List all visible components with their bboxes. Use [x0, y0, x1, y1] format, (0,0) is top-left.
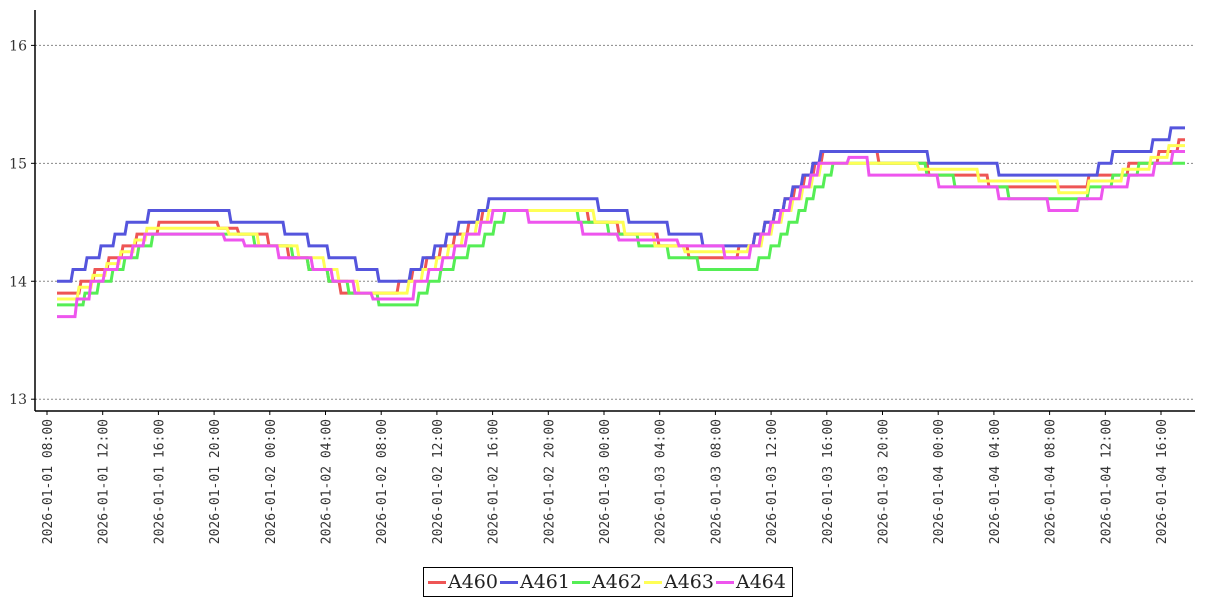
x-tick-label: 2026-01-02 04:00	[320, 419, 335, 544]
legend-item: A462	[572, 571, 642, 593]
legend-swatch	[572, 580, 590, 584]
x-tick-label: 2026-01-03 16:00	[821, 419, 836, 544]
x-tick-label: 2026-01-04 16:00	[1155, 419, 1170, 544]
y-tick-labels: 13 14 15 16	[9, 38, 27, 408]
gridlines	[35, 44, 1195, 400]
x-tick-labels: 2026-01-01 08:00 2026-01-01 12:00 2026-01-…	[41, 419, 1170, 544]
series-line-a460	[57, 138, 1185, 295]
x-tick-label: 2026-01-01 20:00	[208, 419, 223, 544]
series-line-a461	[57, 126, 1185, 283]
y-tick-label: 16	[9, 38, 27, 54]
x-tick-label: 2026-01-02 08:00	[375, 419, 390, 544]
x-tick-label: 2026-01-02 16:00	[487, 419, 502, 544]
y-tick-label: 14	[9, 274, 27, 290]
y-tick-label: 15	[9, 156, 27, 172]
x-tick-label: 2026-01-03 12:00	[765, 419, 780, 544]
y-tick-label: 13	[9, 392, 27, 408]
x-tick-label: 2026-01-03 00:00	[598, 419, 613, 544]
x-tick-label: 2026-01-01 08:00	[41, 419, 56, 544]
legend-swatch	[428, 580, 446, 584]
x-tick-label: 2026-01-03 04:00	[654, 419, 669, 544]
x-tick-label: 2026-01-03 08:00	[709, 419, 724, 544]
legend-swatch	[716, 580, 734, 584]
x-tick-label: 2026-01-01 16:00	[152, 419, 167, 544]
legend-label: A461	[520, 571, 570, 593]
legend-label: A460	[448, 571, 498, 593]
legend-label: A462	[592, 571, 642, 593]
x-tick-label: 2026-01-02 20:00	[542, 419, 557, 544]
legend-swatch	[500, 580, 518, 584]
x-tick-label: 2026-01-04 08:00	[1044, 419, 1059, 544]
axes	[31, 10, 1195, 415]
x-tick-label: 2026-01-04 12:00	[1099, 419, 1114, 544]
x-tick-label: 2026-01-02 00:00	[264, 419, 279, 544]
series-line-a462	[57, 161, 1185, 307]
x-tick-label: 2026-01-04 00:00	[932, 419, 947, 544]
series-line-a463	[57, 144, 1185, 301]
x-tick-label: 2026-01-03 20:00	[877, 419, 892, 544]
series-line-a464	[57, 150, 1185, 319]
legend-label: A464	[736, 571, 786, 593]
series-layer	[57, 126, 1185, 319]
legend-label: A463	[664, 571, 714, 593]
legend-item: A463	[644, 571, 714, 593]
legend: A460 A461 A462 A463 A464	[423, 567, 793, 597]
legend-item: A464	[716, 571, 786, 593]
x-tick-label: 2026-01-04 04:00	[988, 419, 1003, 544]
legend-swatch	[644, 580, 662, 584]
legend-item: A461	[500, 571, 570, 593]
legend-item: A460	[428, 571, 498, 593]
x-tick-label: 2026-01-01 12:00	[97, 419, 112, 544]
x-tick-label: 2026-01-02 12:00	[431, 419, 446, 544]
